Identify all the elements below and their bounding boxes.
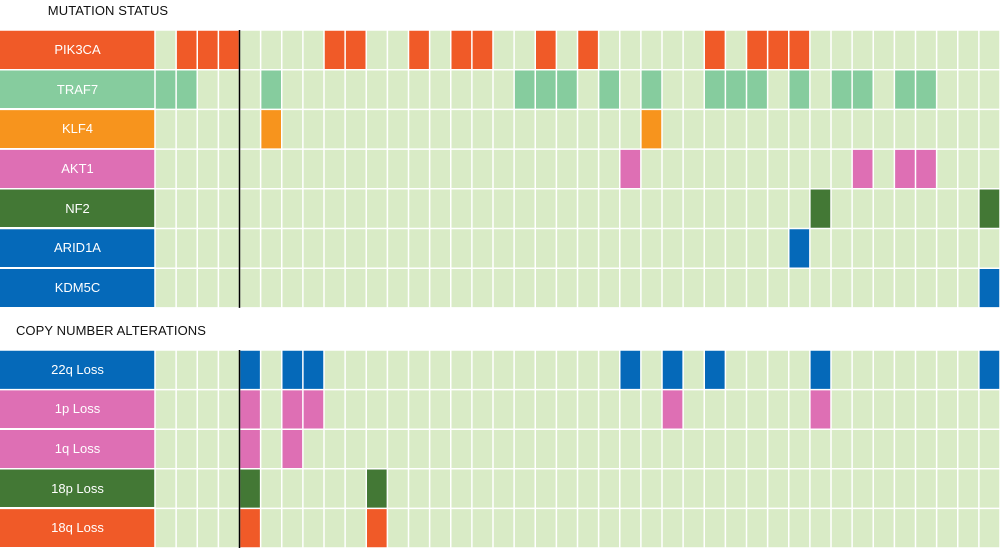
altered-cell <box>176 69 198 110</box>
altered-cell <box>894 149 916 189</box>
row-label-traf7: TRAF7 <box>0 69 155 109</box>
altered-cell <box>852 69 874 110</box>
altered-cell <box>746 30 768 70</box>
altered-cell <box>978 268 1000 308</box>
altered-cell <box>556 69 578 110</box>
altered-cell <box>514 69 536 110</box>
row-label-22q-loss: 22q Loss <box>0 350 155 389</box>
altered-cell <box>260 69 282 110</box>
altered-cell <box>239 429 261 469</box>
altered-cell <box>281 350 303 390</box>
altered-cell <box>978 188 1000 229</box>
altered-cell <box>408 30 430 70</box>
altered-cell <box>366 508 388 548</box>
altered-cell <box>915 149 937 189</box>
altered-cell <box>640 69 662 110</box>
altered-cell <box>619 350 641 390</box>
mutation-status-title: MUTATION STATUS <box>47 3 169 18</box>
row-label-akt1: AKT1 <box>0 149 155 188</box>
altered-cell <box>619 149 641 189</box>
altered-cell <box>809 350 831 390</box>
row-label-18q-loss: 18q Loss <box>0 508 155 547</box>
altered-cell <box>450 30 472 70</box>
altered-cell <box>324 30 346 70</box>
altered-cell <box>535 69 557 110</box>
altered-cell <box>767 30 789 70</box>
altered-cell <box>197 30 219 70</box>
altered-cell <box>366 468 388 509</box>
altered-cell <box>577 30 599 70</box>
altered-cell <box>281 429 303 469</box>
altered-cell <box>155 69 177 110</box>
altered-cell <box>915 69 937 110</box>
altered-cell <box>239 389 261 430</box>
altered-cell <box>598 69 620 110</box>
altered-cell <box>978 350 1000 390</box>
altered-cell <box>809 389 831 430</box>
altered-cell <box>788 69 810 110</box>
altered-cell <box>260 109 282 150</box>
altered-cell <box>239 508 261 548</box>
altered-cell <box>746 69 768 110</box>
altered-cell <box>831 69 853 110</box>
row-label-1q-loss: 1q Loss <box>0 429 155 468</box>
altered-cell <box>281 389 303 430</box>
row-label-1p-loss: 1p Loss <box>0 389 155 429</box>
altered-cell <box>788 30 810 70</box>
altered-cell <box>535 30 557 70</box>
altered-cell <box>852 149 874 189</box>
row-label-nf2: NF2 <box>0 188 155 228</box>
altered-cell <box>218 30 240 70</box>
altered-cell <box>239 350 261 390</box>
altered-cell <box>345 30 367 70</box>
altered-cell <box>894 69 916 110</box>
altered-cell <box>704 69 726 110</box>
altered-cell <box>704 350 726 390</box>
altered-cell <box>704 30 726 70</box>
row-label-arid1a: ARID1A <box>0 228 155 268</box>
altered-cell <box>176 30 198 70</box>
altered-cell <box>471 30 493 70</box>
row-label-klf4: KLF4 <box>0 109 155 149</box>
altered-cell <box>725 69 747 110</box>
row-label-kdm5c: KDM5C <box>0 268 155 307</box>
altered-cell <box>809 188 831 229</box>
row-label-pik3ca: PIK3CA <box>0 30 155 69</box>
copy-number-title: COPY NUMBER ALTERATIONS <box>15 323 207 338</box>
altered-cell <box>239 468 261 509</box>
altered-cell <box>640 109 662 150</box>
altered-cell <box>302 350 324 390</box>
row-label-18p-loss: 18p Loss <box>0 468 155 508</box>
altered-cell <box>788 228 810 269</box>
altered-cell <box>302 389 324 430</box>
altered-cell <box>662 350 684 390</box>
altered-cell <box>662 389 684 430</box>
